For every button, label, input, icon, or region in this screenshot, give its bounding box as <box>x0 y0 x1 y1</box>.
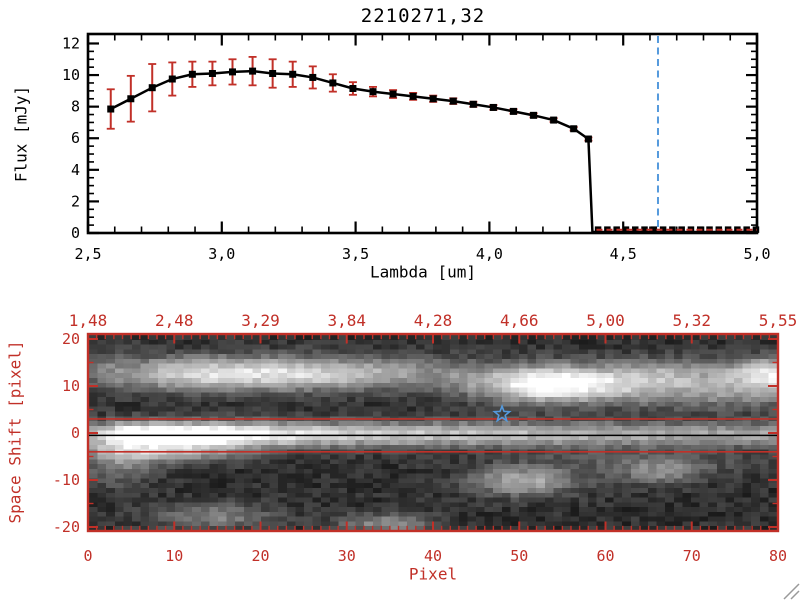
data-point-marker <box>168 75 176 83</box>
tick-label: 70 <box>683 547 701 565</box>
data-point-marker <box>309 73 317 81</box>
tick-label: 0 <box>71 224 80 242</box>
zero-flux-markers <box>594 226 760 233</box>
bottom-xaxis-label: Pixel <box>408 564 458 584</box>
tick-label: 6 <box>71 129 80 147</box>
tick-label: 5,00 <box>586 311 625 330</box>
tick-label: 60 <box>596 547 614 565</box>
tick-label: 2,48 <box>155 311 194 330</box>
data-point-marker <box>389 90 397 98</box>
tick-label: 4 <box>71 161 80 179</box>
tick-label: 12 <box>62 34 80 52</box>
data-point-marker <box>349 84 357 92</box>
data-point-marker <box>550 116 558 124</box>
bottom-xaxis-tick-labels: 0 10 20 30 40 50 60 70 80 <box>83 547 787 565</box>
top-yaxis-label: Flux [mJy] <box>11 85 31 183</box>
data-point-marker <box>208 69 216 77</box>
tick-label: 3,84 <box>327 311 366 330</box>
data-point-marker <box>249 67 257 75</box>
data-point-marker <box>127 95 135 103</box>
tick-label: -10 <box>53 471 80 489</box>
data-point-marker <box>188 70 196 78</box>
tick-label: 0 <box>71 424 80 442</box>
plot-title: 2210271,32 <box>360 5 486 27</box>
top-yaxis-tick-labels: 0 2 4 6 8 10 12 <box>62 34 80 242</box>
data-point-marker <box>148 84 156 92</box>
spectral-2d-image <box>89 335 777 531</box>
tick-label: 4,0 <box>476 245 503 263</box>
tick-label: 0 <box>83 547 92 565</box>
tick-label: 2 <box>71 192 80 210</box>
bottom-yaxis-tick-labels: 20 10 0 -10 -20 <box>53 330 80 536</box>
spectrum-series <box>107 67 757 234</box>
data-point-marker <box>449 97 457 105</box>
star-marker <box>492 403 512 423</box>
tick-label: 3,0 <box>208 245 235 263</box>
top-xaxis-tick-labels: 2,5 3,0 3,5 4,0 4,5 5,0 <box>74 245 770 263</box>
data-point-marker <box>509 107 517 115</box>
tick-label: 20 <box>251 547 269 565</box>
data-point-marker <box>530 111 538 119</box>
data-point-marker <box>489 103 497 111</box>
data-point-marker <box>469 100 477 108</box>
bottom-plot-frame <box>86 332 780 533</box>
tick-label: 4,5 <box>610 245 637 263</box>
bottom-yaxis-label: Space Shift [pixel] <box>5 340 25 524</box>
data-point-marker <box>409 92 417 100</box>
star-icon <box>492 403 512 423</box>
error-bars <box>106 56 593 142</box>
tick-label: 80 <box>769 547 787 565</box>
wavelength-axis-tick-labels: 1,48 2,48 3,29 3,84 4,28 4,66 5,00 5,32 5,55 <box>69 311 798 330</box>
tick-label: 3,29 <box>241 311 280 330</box>
tick-label: 30 <box>338 547 356 565</box>
tick-label: 1,48 <box>69 311 108 330</box>
tick-label: 10 <box>62 377 80 395</box>
data-point-marker <box>429 95 437 103</box>
tick-label: 20 <box>62 330 80 348</box>
tick-label: 5,55 <box>759 311 798 330</box>
tick-label: -20 <box>53 518 80 536</box>
tick-label: 40 <box>424 547 442 565</box>
data-point-marker <box>269 69 277 77</box>
data-point-marker <box>369 88 377 96</box>
tick-label: 5,32 <box>672 311 711 330</box>
tick-label: 2,5 <box>74 245 101 263</box>
top-plot-frame <box>86 32 759 235</box>
tick-label: 5,0 <box>743 245 770 263</box>
tick-label: 10 <box>62 66 80 84</box>
data-point-marker <box>570 125 578 133</box>
data-point-marker <box>329 79 337 87</box>
tick-label: 8 <box>71 98 80 116</box>
data-point-marker <box>289 70 297 78</box>
data-point-marker <box>107 105 115 113</box>
data-point-marker <box>229 68 237 76</box>
top-xaxis-label: Lambda [um] <box>370 262 476 282</box>
tick-label: 10 <box>165 547 183 565</box>
data-point-marker <box>584 135 592 143</box>
tick-label: 4,28 <box>414 311 453 330</box>
resize-grip-icon[interactable] <box>783 583 800 600</box>
tick-label: 4,66 <box>500 311 539 330</box>
tick-label: 3,5 <box>342 245 369 263</box>
tick-label: 50 <box>510 547 528 565</box>
aperture-lines <box>89 418 777 453</box>
